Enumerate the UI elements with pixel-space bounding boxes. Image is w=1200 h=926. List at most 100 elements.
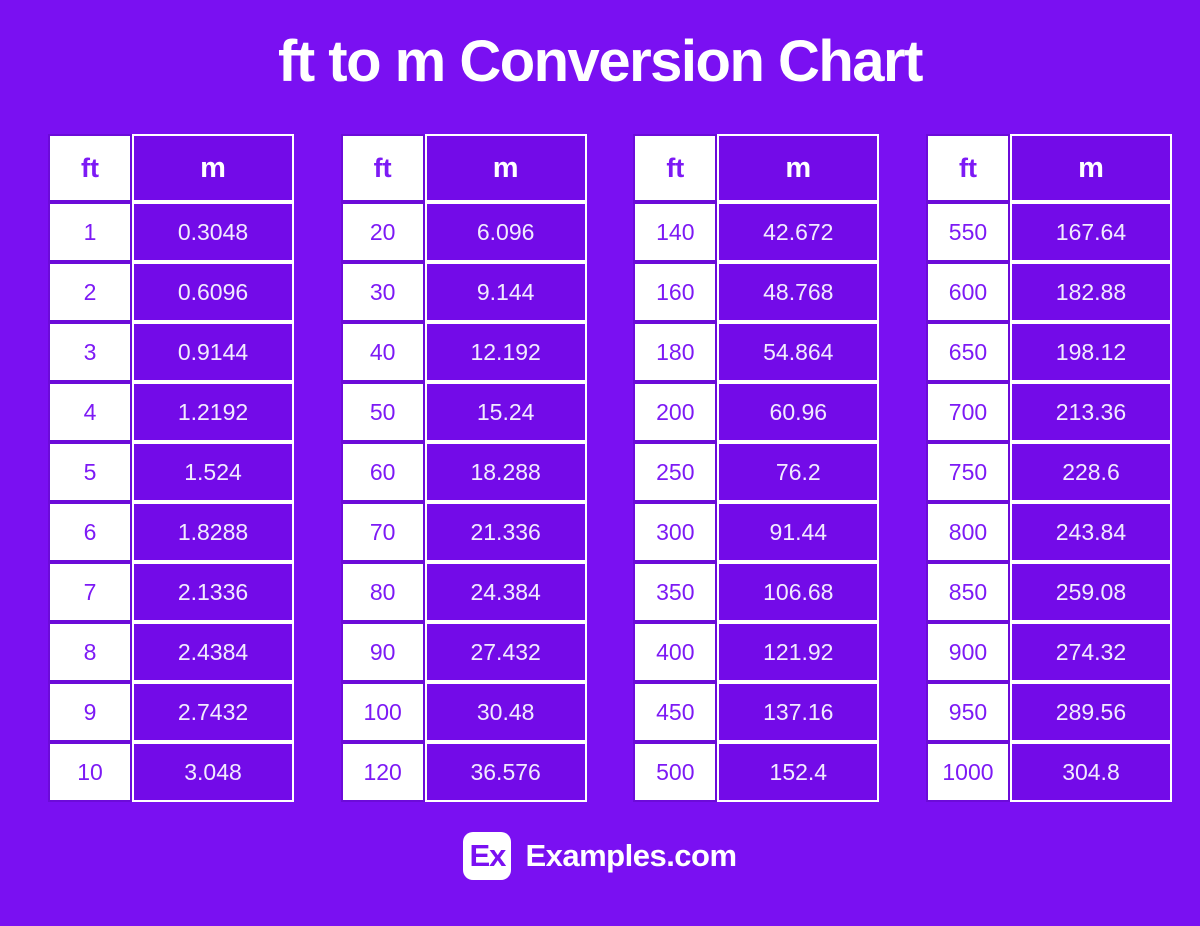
m-value-cell: 304.8 (1009, 742, 1172, 802)
m-value-cell: 213.36 (1009, 382, 1172, 442)
m-value-cell: 2.4384 (132, 622, 294, 682)
m-value-cell: 36.576 (424, 742, 587, 802)
m-value-cell: 274.32 (1009, 622, 1172, 682)
ft-value-cell: 650 (925, 322, 1010, 382)
ft-value-cell: 850 (925, 562, 1010, 622)
m-value-cell: 0.3048 (132, 202, 294, 262)
m-value-cell: 259.08 (1009, 562, 1172, 622)
m-value-cell: 106.68 (717, 562, 880, 622)
table-row: 90 27.432 (340, 622, 587, 682)
ft-value-cell: 2 (48, 262, 132, 322)
table-row: 1 0.3048 (48, 202, 294, 262)
ft-value-cell: 350 (633, 562, 718, 622)
ft-value-cell: 250 (633, 442, 718, 502)
ft-value-cell: 180 (633, 322, 718, 382)
table-row: 450 137.16 (633, 682, 880, 742)
m-value-cell: 12.192 (424, 322, 587, 382)
m-value-cell: 2.7432 (132, 682, 294, 742)
ft-value-cell: 800 (925, 502, 1010, 562)
table-row: 950 289.56 (925, 682, 1172, 742)
m-value-cell: 1.2192 (132, 382, 294, 442)
ft-column-header: ft (633, 134, 718, 202)
table-row: 8 2.4384 (48, 622, 294, 682)
table-row: 700 213.36 (925, 382, 1172, 442)
table-row: 180 54.864 (633, 322, 880, 382)
m-column-header: m (1009, 134, 1172, 202)
table-row: 7 2.1336 (48, 562, 294, 622)
table-row: 20 6.096 (340, 202, 587, 262)
table-row: 5 1.524 (48, 442, 294, 502)
table-row: 50 15.24 (340, 382, 587, 442)
ft-value-cell: 600 (925, 262, 1010, 322)
m-value-cell: 0.6096 (132, 262, 294, 322)
m-value-cell: 15.24 (424, 382, 587, 442)
table-row: 500 152.4 (633, 742, 880, 802)
ft-value-cell: 80 (340, 562, 425, 622)
ft-value-cell: 40 (340, 322, 425, 382)
table-row: 6 1.8288 (48, 502, 294, 562)
ft-column-header: ft (340, 134, 425, 202)
ft-value-cell: 400 (633, 622, 718, 682)
m-value-cell: 48.768 (717, 262, 880, 322)
ft-column-header: ft (48, 134, 132, 202)
table-row: 1000 304.8 (925, 742, 1172, 802)
m-value-cell: 21.336 (424, 502, 587, 562)
conversion-table: ft m 550 167.64 600 182.88 650 198.12 700 213.36 7… (925, 134, 1172, 802)
ft-value-cell: 90 (340, 622, 425, 682)
table-row: 400 121.92 (633, 622, 880, 682)
conversion-table: ft m 1 0.3048 2 0.6096 3 0.9144 4 1.2192 5 1.524 6 1.… (48, 134, 294, 802)
ft-value-cell: 450 (633, 682, 718, 742)
ft-value-cell: 6 (48, 502, 132, 562)
m-value-cell: 243.84 (1009, 502, 1172, 562)
m-value-cell: 54.864 (717, 322, 880, 382)
ft-value-cell: 950 (925, 682, 1010, 742)
m-value-cell: 182.88 (1009, 262, 1172, 322)
ft-value-cell: 10 (48, 742, 132, 802)
m-value-cell: 9.144 (424, 262, 587, 322)
table-row: 650 198.12 (925, 322, 1172, 382)
brand-name: Examples.com (525, 838, 737, 873)
ft-value-cell: 20 (340, 202, 425, 262)
ft-value-cell: 140 (633, 202, 718, 262)
m-value-cell: 167.64 (1009, 202, 1172, 262)
ft-value-cell: 4 (48, 382, 132, 442)
footer-brand: Ex Examples.com (0, 832, 1200, 880)
ft-value-cell: 60 (340, 442, 425, 502)
m-value-cell: 1.524 (132, 442, 294, 502)
m-value-cell: 24.384 (424, 562, 587, 622)
table-row: 40 12.192 (340, 322, 587, 382)
m-value-cell: 42.672 (717, 202, 880, 262)
m-column-header: m (132, 134, 294, 202)
m-column-header: m (717, 134, 880, 202)
ft-value-cell: 300 (633, 502, 718, 562)
table-row: 60 18.288 (340, 442, 587, 502)
m-value-cell: 289.56 (1009, 682, 1172, 742)
table-row: 550 167.64 (925, 202, 1172, 262)
m-value-cell: 228.6 (1009, 442, 1172, 502)
m-value-cell: 2.1336 (132, 562, 294, 622)
conversion-table: ft m 20 6.096 30 9.144 40 12.192 50 15.24 60 18.288… (340, 134, 587, 802)
table-header-row: ft m (925, 134, 1172, 202)
ft-value-cell: 160 (633, 262, 718, 322)
m-value-cell: 121.92 (717, 622, 880, 682)
table-row: 350 106.68 (633, 562, 880, 622)
ft-column-header: ft (925, 134, 1010, 202)
table-row: 900 274.32 (925, 622, 1172, 682)
examples-logo-icon: Ex (463, 832, 512, 880)
table-row: 30 9.144 (340, 262, 587, 322)
ft-value-cell: 500 (633, 742, 718, 802)
ft-value-cell: 700 (925, 382, 1010, 442)
m-column-header: m (424, 134, 587, 202)
ft-value-cell: 70 (340, 502, 425, 562)
m-value-cell: 0.9144 (132, 322, 294, 382)
ft-value-cell: 1000 (925, 742, 1010, 802)
page-title: ft to m Conversion Chart (278, 29, 923, 94)
ft-value-cell: 8 (48, 622, 132, 682)
table-row: 140 42.672 (633, 202, 880, 262)
table-row: 120 36.576 (340, 742, 587, 802)
table-row: 200 60.96 (633, 382, 880, 442)
ft-value-cell: 5 (48, 442, 132, 502)
table-header-row: ft m (633, 134, 880, 202)
table-header-row: ft m (48, 134, 294, 202)
ft-value-cell: 750 (925, 442, 1010, 502)
